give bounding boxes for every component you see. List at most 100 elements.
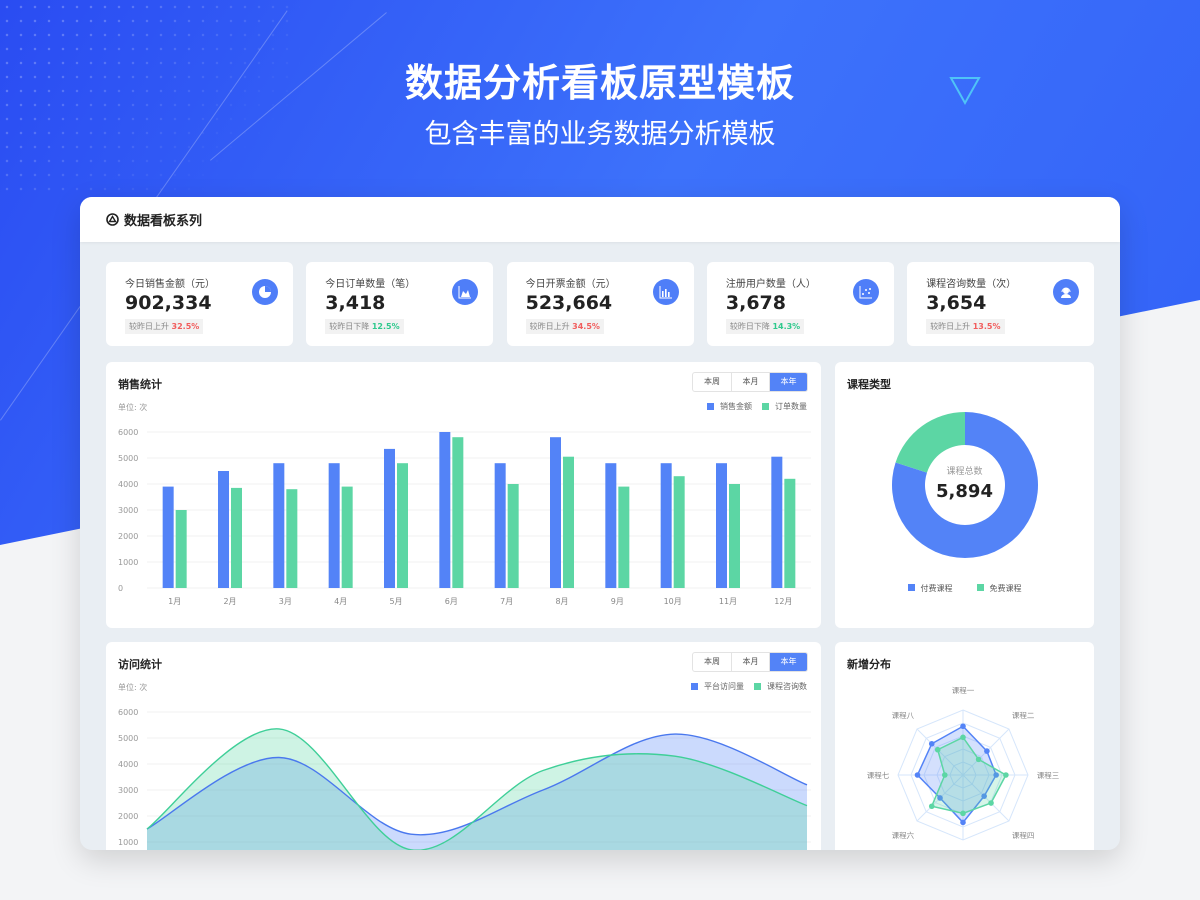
y-tick-label: 1000 [118, 558, 138, 567]
bar [494, 463, 506, 588]
donut-slice [895, 412, 965, 473]
bar [771, 456, 783, 588]
donut-center-label: 课程总数 [946, 467, 983, 477]
radar-axis-label: 课程三 [1037, 771, 1060, 780]
radar-point [934, 746, 941, 753]
panel-title: 课程类型 [847, 378, 891, 391]
delta-value: 14.3% [772, 322, 801, 331]
y-tick-label: 2000 [118, 812, 138, 821]
bar [439, 432, 451, 588]
radar-point [928, 740, 935, 747]
unit-label: 单位: 次 [118, 403, 148, 412]
kpi-label: 今日销售金额（元） [125, 279, 215, 290]
window-title: 数据看板系列 [124, 214, 203, 229]
panel-title: 访问统计 [118, 658, 162, 671]
compare-text: 较昨日下降 [329, 322, 370, 331]
x-tick-label: 8月 [555, 597, 568, 606]
range-week[interactable]: 本周 [704, 377, 720, 386]
y-tick-label: 0 [118, 584, 123, 593]
delta-value: 32.5% [171, 322, 200, 331]
donut-legend: 付费课程 免费课程 [835, 583, 1094, 594]
legend-item[interactable]: 平台访问量 [691, 681, 744, 692]
kpi-compare: 较昨日上升 32.5% [125, 319, 204, 334]
x-tick-label: 4月 [334, 597, 347, 606]
range-month[interactable]: 本月 [731, 653, 769, 671]
area-chart: 1000 2000 3000 4000 5000 6000 [118, 708, 811, 850]
radar-point [914, 772, 921, 778]
kpi-card: 注册用户数量（人） 3,678 较昨日下降 14.3% [706, 262, 894, 346]
legend-item[interactable]: 付费课程 [907, 583, 953, 594]
donut-slice [892, 412, 1038, 558]
donut-chart [892, 412, 1038, 558]
range-year[interactable]: 本年 [769, 373, 807, 391]
bar [563, 456, 574, 588]
kpi-compare: 较昨日下降 14.3% [725, 319, 805, 334]
legend: 平台访问量 课程咨询数 [691, 681, 807, 692]
x-tick-label: 6月 [445, 597, 458, 606]
bar [231, 487, 242, 588]
radar-point [960, 819, 966, 826]
radar-axis-label: 课程一 [952, 686, 975, 695]
x-tick-label: 7月 [500, 597, 513, 606]
compare-text: 较昨日上升 [930, 322, 971, 331]
unit-label: 单位: 次 [118, 683, 148, 692]
bar-chart-icon [652, 279, 679, 305]
legend-item[interactable]: 免费课程 [976, 583, 1022, 594]
dashboard-window: 数据看板系列 今日销售金额（元） 902,334 较昨日上升 32.5% 今日订… [80, 197, 1120, 850]
range-year[interactable]: 本年 [769, 653, 807, 671]
kpi-value: 902,334 [125, 292, 212, 314]
bar [286, 489, 298, 588]
radar-axis-label: 课程四 [1012, 831, 1035, 840]
y-tick-label: 4000 [118, 480, 138, 489]
bar [341, 486, 353, 588]
legend-item[interactable]: 课程咨询数 [754, 681, 807, 692]
triangle-icon [949, 77, 981, 106]
x-tick-label: 10月 [664, 597, 682, 606]
y-tick-label: 5000 [118, 734, 138, 743]
range-week[interactable]: 本周 [704, 657, 720, 666]
delta-value: 34.5% [572, 322, 600, 331]
new-distribution-panel: 新增分布 课程一 课程二 课程三 课程四 课程五 课程六 课程七 课程八 [835, 642, 1094, 850]
radar-point [975, 756, 982, 763]
x-tick-label: 12月 [774, 597, 792, 606]
radar-axis-label: 课程六 [892, 830, 915, 840]
bar [397, 463, 408, 588]
y-tick-label: 2000 [118, 532, 138, 541]
range-month[interactable]: 本月 [731, 373, 769, 391]
compare-text: 较昨日上升 [529, 322, 570, 331]
y-tick-label: 6000 [118, 708, 138, 717]
radar-axis-label: 课程八 [892, 711, 915, 720]
radar-point [937, 795, 943, 801]
radar-axis-label: 课程七 [867, 771, 890, 780]
y-tick-label: 5000 [118, 454, 138, 463]
bar [605, 463, 617, 588]
x-tick-label: 3月 [279, 597, 292, 606]
bar [384, 448, 395, 588]
legend-item[interactable]: 订单数量 [762, 401, 807, 412]
compare-text: 较昨日上升 [129, 322, 169, 331]
compare-text: 较昨日下降 [729, 322, 770, 331]
kpi-card: 课程咨询数量（次） 3,654 较昨日上升 13.5% [907, 262, 1095, 346]
bar [660, 463, 672, 588]
bar [673, 476, 685, 588]
legend-item[interactable]: 销售金额 [707, 401, 752, 412]
y-tick-label: 6000 [118, 428, 138, 437]
bar [273, 463, 285, 588]
radar-point [928, 803, 935, 810]
delta-value: 12.5% [371, 322, 400, 331]
hero-subtitle: 包含丰富的业务数据分析模板 [424, 119, 776, 150]
kpi-label: 今日订单数量（笔） [325, 279, 416, 290]
radar-point [960, 734, 966, 741]
kpi-compare: 较昨日下降 12.5% [325, 319, 404, 334]
radar-point [981, 793, 987, 799]
radar-point [942, 772, 948, 778]
bar [618, 486, 630, 588]
bar [175, 510, 187, 588]
x-tick-label: 2月 [223, 597, 236, 606]
kpi-label: 课程咨询数量（次） [926, 279, 1017, 290]
donut-center-value: 5,894 [936, 481, 993, 502]
panel-title: 新增分布 [847, 658, 891, 671]
radar-point [993, 772, 999, 778]
kpi-value: 3,678 [725, 292, 786, 314]
